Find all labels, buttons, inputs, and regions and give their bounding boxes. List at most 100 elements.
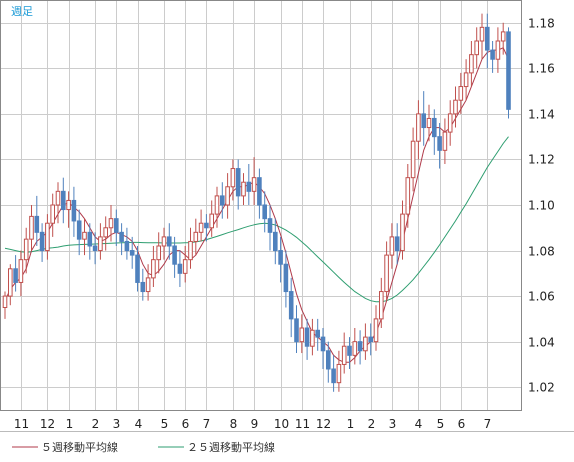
candle (71, 186, 77, 237)
candle (124, 227, 130, 260)
candle (426, 104, 432, 142)
candle-body (29, 215, 34, 240)
candle-body (156, 245, 161, 261)
x-tick-label: 2 (92, 417, 100, 431)
candle-body (135, 254, 140, 283)
candle (331, 355, 336, 392)
candle (267, 205, 273, 251)
candle (416, 100, 421, 160)
candle (421, 91, 426, 146)
candle (326, 341, 331, 383)
candle-body (177, 263, 183, 274)
candle-body (352, 341, 358, 356)
candle (400, 200, 405, 260)
y-tick-label: 1.06 (528, 290, 555, 304)
candle-body (18, 259, 24, 283)
candle-body (326, 350, 331, 370)
candle (129, 236, 135, 269)
x-tick-label: 4 (135, 417, 143, 431)
candle-body (379, 291, 384, 320)
candle (114, 209, 119, 246)
candle (103, 216, 109, 251)
candle (379, 277, 384, 328)
candle-body (82, 231, 87, 240)
x-tick-label: 7 (484, 417, 492, 431)
x-tick-label: 1 (66, 417, 74, 431)
candle (18, 250, 24, 297)
candle-body (373, 318, 379, 343)
candle (432, 109, 437, 155)
x-tick-label: 3 (113, 417, 121, 431)
candle (474, 27, 479, 69)
candle-body (299, 327, 305, 343)
candle-body (34, 215, 40, 233)
x-tick-label: 4 (415, 417, 423, 431)
candle-body (151, 259, 156, 279)
candle-body (495, 40, 501, 60)
candle (320, 328, 326, 369)
candle-body (294, 318, 299, 343)
grid (0, 0, 521, 410)
candle (251, 157, 257, 205)
candle-body (55, 190, 61, 206)
candle (135, 246, 140, 292)
y-tick-label: 1.12 (528, 153, 555, 167)
plot-frame (0, 0, 522, 411)
candle-body (230, 168, 236, 188)
y-tick-label: 1.08 (528, 245, 555, 259)
candle (495, 27, 501, 73)
candle (490, 41, 495, 73)
candle-body (432, 117, 437, 138)
candle (61, 177, 66, 224)
candle-body (490, 49, 495, 60)
x-tick-label: 11 (14, 417, 29, 431)
candle-body (315, 329, 320, 338)
x-tick-label: 1 (347, 417, 355, 431)
candle (188, 227, 193, 269)
candle (193, 218, 199, 256)
candle-body (8, 268, 13, 297)
candle-body (267, 218, 273, 233)
x-tick-label: 3 (389, 417, 397, 431)
candles-group (2, 13, 511, 392)
candle (273, 218, 278, 265)
candle-body (405, 177, 411, 215)
candle (283, 250, 289, 308)
candle-body (485, 26, 490, 51)
candle (198, 209, 204, 242)
candle (394, 223, 400, 265)
candle (66, 191, 71, 228)
x-tick-label: 2 (368, 417, 376, 431)
candle (82, 218, 87, 256)
candle (500, 22, 506, 55)
x-tick-label: 7 (203, 417, 211, 431)
candle (410, 127, 416, 192)
candle (315, 318, 320, 351)
candle-body (336, 363, 342, 384)
candle-body (278, 250, 283, 265)
candle (363, 323, 368, 360)
candle-body (426, 117, 432, 129)
candle (235, 159, 241, 210)
candle-body (76, 220, 82, 240)
candle-body (273, 231, 278, 252)
y-tick-label: 1.18 (528, 17, 555, 31)
candle (384, 241, 389, 301)
candle (341, 332, 347, 374)
candle-body (283, 263, 289, 293)
candle (389, 223, 395, 269)
x-tick-label: 6 (182, 417, 190, 431)
candle (108, 205, 114, 242)
legend-ma25-label: ２５週移動平均線 (187, 440, 275, 454)
candle (506, 27, 511, 119)
y-tick-label: 1.16 (528, 62, 555, 76)
candle (204, 214, 209, 242)
candle (453, 86, 458, 128)
x-tick-label: 11 (295, 417, 310, 431)
candle-body (225, 186, 230, 206)
ma5-line (4, 47, 509, 363)
candle-body (347, 345, 352, 356)
candle (161, 227, 167, 260)
candle-body (257, 177, 262, 206)
candle-body (421, 113, 426, 129)
